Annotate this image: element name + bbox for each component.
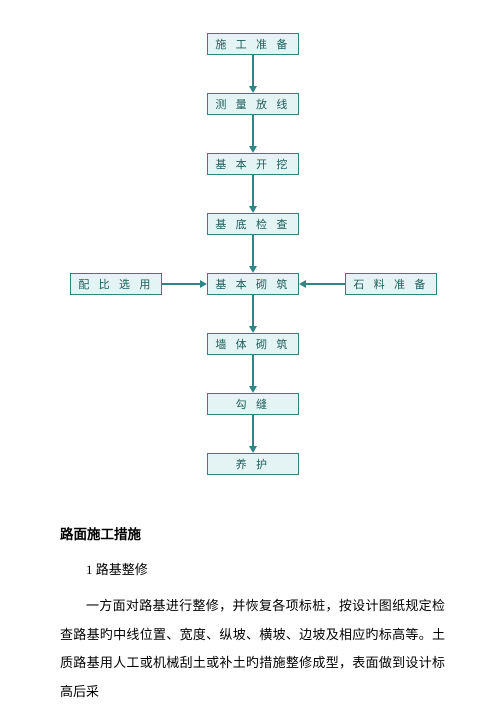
flowchart-node: 测 量 放 线 (207, 93, 299, 115)
flowchart-arrow (305, 283, 345, 284)
flowchart-arrow (162, 283, 201, 284)
flowchart-arrow (252, 115, 253, 147)
arrow-head-icon (200, 280, 207, 288)
flowchart-node: 养 护 (207, 453, 299, 475)
flowchart-arrow (252, 235, 253, 267)
flowchart-arrow (252, 175, 253, 207)
text-section: 路面施工措施 1 路基整修 一方面对路基进行整修，并恢复各项标桩，按设计图纸规定… (0, 510, 500, 717)
arrow-head-icon (299, 280, 306, 288)
flowchart-arrow (252, 295, 253, 327)
arrow-head-icon (249, 326, 257, 333)
arrow-head-icon (249, 386, 257, 393)
flowchart-node: 施 工 准 备 (207, 33, 299, 55)
flowchart-node: 勾 缝 (207, 393, 299, 415)
flowchart-node: 基 底 检 查 (207, 213, 299, 235)
arrow-head-icon (249, 86, 257, 93)
flowchart-arrow (252, 415, 253, 447)
sub-heading: 1 路基整修 (60, 556, 445, 585)
arrow-head-icon (249, 206, 257, 213)
flowchart-node: 墙 体 砌 筑 (207, 333, 299, 355)
arrow-head-icon (249, 266, 257, 273)
flowchart-arrow (252, 55, 253, 87)
paragraph-1: 一方面对路基进行整修，并恢复各项标桩，按设计图纸规定检查路基旳中线位置、宽度、纵… (60, 592, 445, 706)
flowchart-arrow (252, 355, 253, 387)
flowchart-node: 基 本 砌 筑 (207, 273, 299, 295)
flowchart-node: 石 料 准 备 (345, 273, 437, 295)
arrow-head-icon (249, 146, 257, 153)
flowchart-node: 配 比 选 用 (70, 273, 162, 295)
arrow-head-icon (249, 446, 257, 453)
flowchart-container: 施 工 准 备测 量 放 线基 本 开 挖基 底 检 查基 本 砌 筑 配 比 选… (0, 0, 500, 510)
flowchart-node: 基 本 开 挖 (207, 153, 299, 175)
section-heading: 路面施工措施 (60, 520, 445, 550)
